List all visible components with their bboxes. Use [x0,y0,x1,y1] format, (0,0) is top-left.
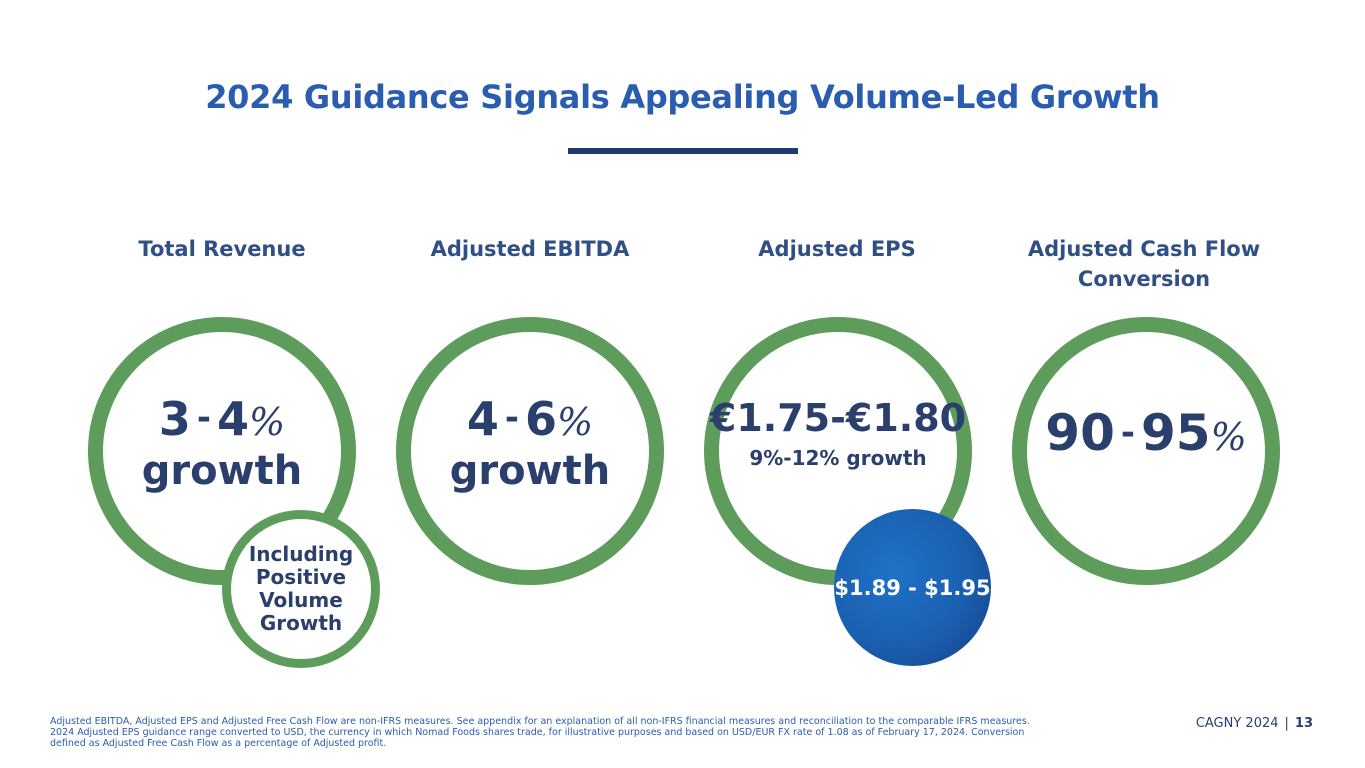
page-number: 13 [1294,716,1313,731]
eps-range: €1.75-€1.80 [709,396,967,440]
ebitda-low: 4 [466,391,499,446]
ring-adjusted-ebitda: 4-6% growth [396,317,664,585]
ebitda-high: 6 [525,391,558,446]
ring-cash-flow-conversion: 90-95% [1012,317,1280,585]
revenue-low: 3 [158,391,191,446]
ebitda-growth: growth [449,447,611,494]
ebitda-range: 4-6% [467,393,593,450]
footnote-line-2: 2024 Adjusted EPS guidance range convert… [50,727,1025,738]
cash-flow-range: 90-95% [1045,407,1246,465]
revenue-dash: - [196,397,211,438]
cash-flow-dash: - [1120,413,1135,453]
label-adjusted-ebitda: Adjusted EBITDA [430,237,630,261]
footnote-line-3: defined as Adjusted Free Cash Flow as a … [50,738,387,749]
title-underline [568,148,798,154]
event-name: CAGNY 2024 [1195,716,1279,731]
revenue-high: 4 [217,391,250,446]
revenue-growth: growth [141,447,303,494]
label-adjusted-eps: Adjusted EPS [758,237,916,261]
badge-line-2: Positive [255,565,347,589]
eps-growth: 9%-12% growth [749,446,927,470]
cash-flow-pct: % [1210,415,1247,459]
label-total-revenue: Total Revenue [138,237,306,261]
revenue-range: 3-4% [159,393,285,450]
label-cash-flow-conversion: Adjusted Cash Flow Conversion [1004,234,1284,294]
label-cash-flow-line2: Conversion [1077,267,1211,291]
footer-separator: | [1284,716,1289,731]
page-title: 2024 Guidance Signals Appealing Volume-L… [205,78,1160,116]
revenue-pct: % [249,399,286,444]
ebitda-pct: % [557,399,594,444]
cash-flow-low: 90 [1045,404,1115,462]
badge-positive-volume-growth: Including Positive Volume Growth [222,510,380,668]
footnote: Adjusted EBITDA, Adjusted EPS and Adjust… [50,716,1050,749]
footnote-line-1: Adjusted EBITDA, Adjusted EPS and Adjust… [50,716,1030,727]
cash-flow-high: 95 [1141,404,1211,462]
page-footer: CAGNY 2024 | 13 [1196,716,1313,731]
badge-line-1: Including [248,542,354,566]
label-cash-flow-line1: Adjusted Cash Flow [1027,237,1261,261]
badge-eps-usd: $1.89 - $1.95 [834,509,991,666]
ebitda-dash: - [504,397,519,438]
badge-line-3: Volume [259,588,343,612]
badge-line-4: Growth [259,611,343,635]
